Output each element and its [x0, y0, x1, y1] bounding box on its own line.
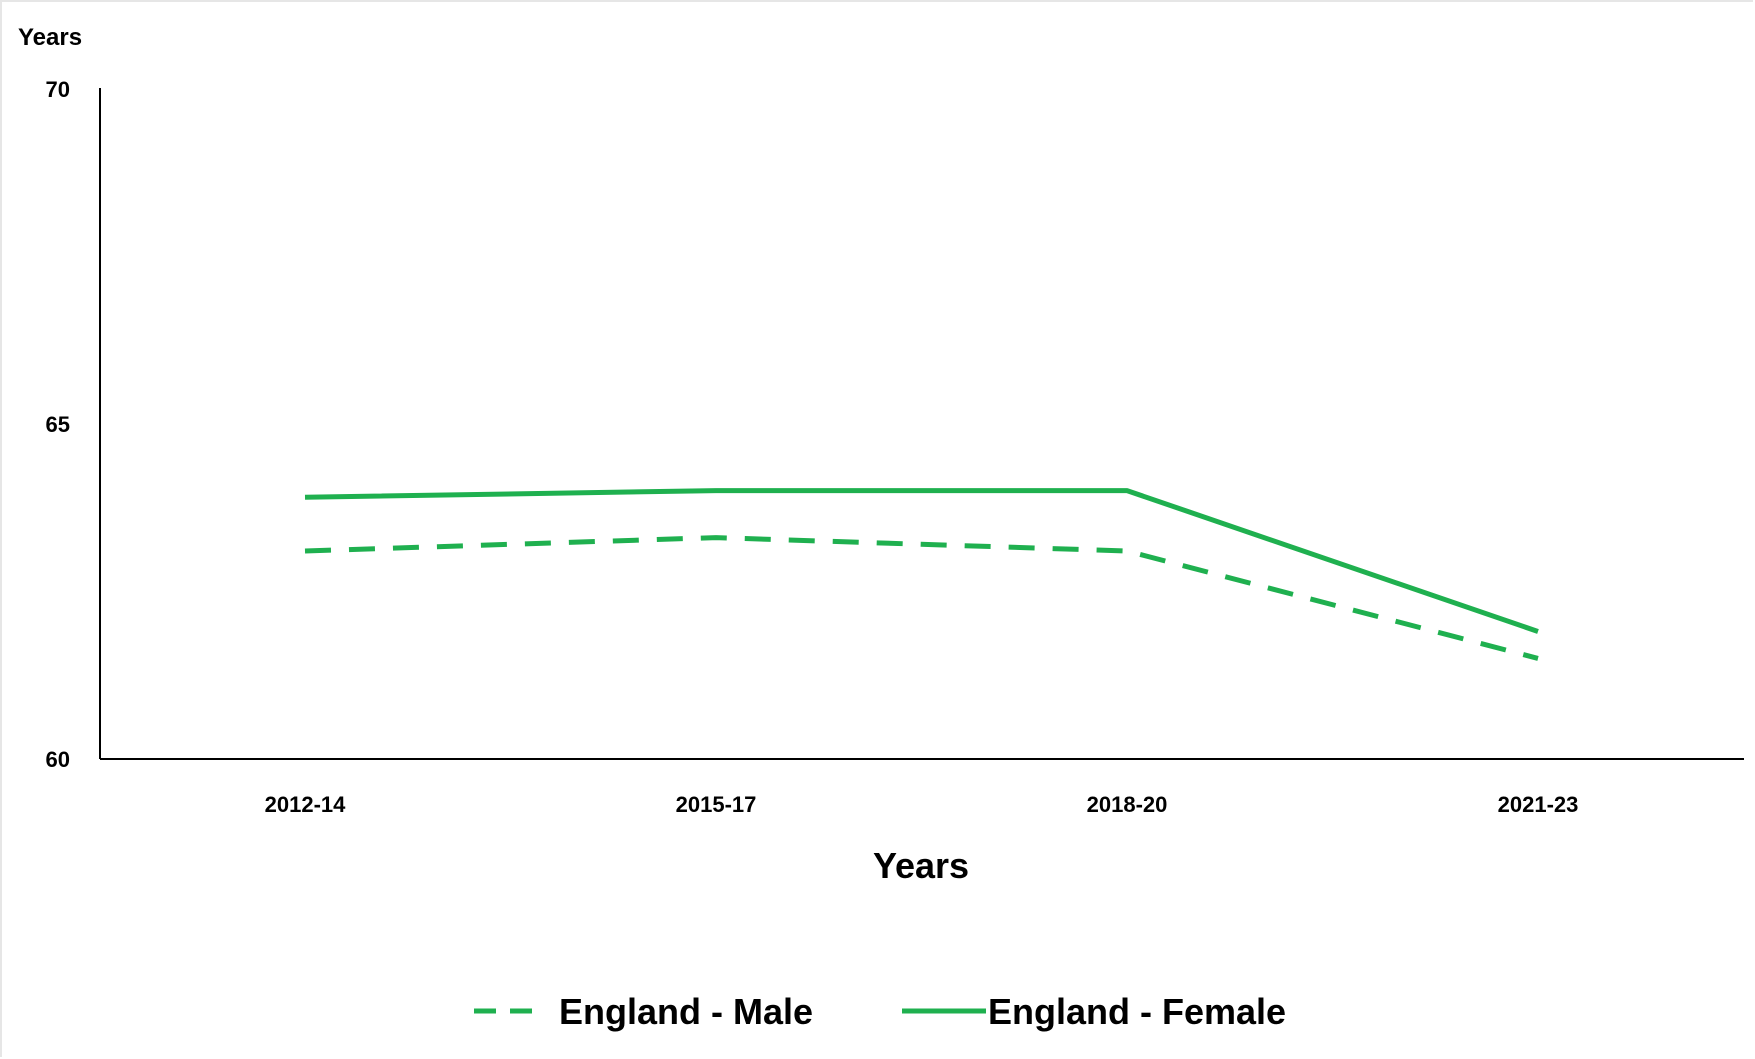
- series-line-england-male: [304, 535, 1539, 661]
- series-line-england-female: [304, 488, 1539, 634]
- x-tick-label: 2018-20: [1087, 792, 1168, 817]
- x-tick-label: 2015-17: [676, 792, 757, 817]
- y-tick-label: 65: [46, 412, 70, 437]
- legend-label-england-female: England - Female: [988, 991, 1286, 1032]
- y-tick-label: 70: [46, 77, 70, 102]
- x-axis-title: Years: [873, 845, 969, 886]
- x-tick-labels: 2012-14 2015-17 2018-20 2021-23: [265, 792, 1579, 817]
- x-tick-label: 2012-14: [265, 792, 347, 817]
- series-lines: [304, 488, 1539, 661]
- legend: England - Male England - Female: [474, 991, 1286, 1032]
- legend-label-england-male: England - Male: [559, 991, 813, 1032]
- y-axis-title: Years: [18, 24, 82, 51]
- y-tick-labels: 70 65 60: [46, 77, 70, 772]
- y-tick-label: 60: [46, 747, 70, 772]
- x-tick-label: 2021-23: [1498, 792, 1579, 817]
